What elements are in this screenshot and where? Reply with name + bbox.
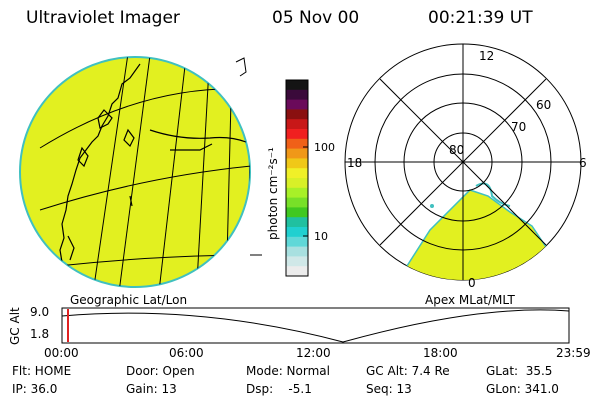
apex-caption: Apex MLat/MLT	[425, 293, 515, 307]
colorbar-tick-10: 10	[314, 230, 328, 243]
polar-lat-80: 80	[449, 143, 465, 157]
colorbar-segment	[286, 129, 308, 140]
geographic-globe	[19, 56, 262, 288]
colorbar-segment	[286, 217, 308, 228]
mlt-label-0: 0	[468, 276, 476, 290]
info-mode: Mode: Normal	[246, 364, 330, 378]
info-door: Door: Open	[126, 364, 195, 378]
instrument-title: Ultraviolet Imager	[26, 8, 180, 28]
polar-lat-60: 60	[536, 98, 552, 112]
colorbar-tick-100: 100	[314, 141, 335, 154]
info-dsp: Dsp: -5.1	[246, 382, 312, 396]
info-glon: GLon: 341.0	[486, 382, 559, 396]
geographic-caption: Geographic Lat/Lon	[70, 293, 188, 307]
timeline-xtick-0000: 00:00	[44, 346, 79, 360]
colorbar-unit: photon cm⁻²s⁻¹	[266, 147, 280, 240]
colorbar-segment	[286, 197, 308, 208]
colorbar-segment	[286, 158, 308, 169]
altitude-timeline	[61, 307, 570, 344]
colorbar-segment	[286, 168, 308, 179]
colorbar-border	[285, 79, 309, 277]
altitude-curve	[61, 309, 570, 343]
timeline-y-label: GC Alt	[8, 307, 22, 345]
colorbar-segment	[286, 187, 308, 199]
date-label: 05 Nov 00	[272, 8, 360, 28]
info-glat: GLat: 35.5	[486, 364, 553, 378]
colorbar-segment	[286, 138, 308, 150]
colorbar	[285, 79, 309, 277]
polar-grid	[345, 44, 581, 280]
mlt-label-18: 18	[347, 156, 363, 170]
info-gain: Gain: 13	[126, 382, 177, 396]
colorbar-segment	[286, 99, 308, 110]
timeline-xtick-2359: 23:59	[556, 346, 591, 360]
info-ip: IP: 36.0	[12, 382, 58, 396]
polar-plot	[344, 43, 582, 281]
colorbar-segment	[286, 266, 308, 277]
mlt-label-6: 6	[579, 156, 587, 170]
colorbar-segment	[286, 148, 308, 159]
colorbar-segment	[286, 109, 308, 120]
timeline-xtick-0600: 06:00	[169, 346, 204, 360]
timeline-xtick-1800: 18:00	[423, 346, 458, 360]
timeline-ytick-9: 9.0	[30, 305, 50, 319]
colorbar-segment	[286, 236, 308, 248]
colorbar-segment	[286, 80, 308, 91]
colorbar-segment	[286, 178, 308, 189]
colorbar-segment	[286, 119, 308, 130]
colorbar-segment	[286, 246, 308, 257]
colorbar-segment	[286, 89, 308, 101]
colorbar-segment	[286, 227, 308, 238]
info-seq: Seq: 13	[366, 382, 412, 396]
mlt-label-12: 12	[479, 49, 495, 63]
info-gc-alt: GC Alt: 7.4 Re	[366, 364, 450, 378]
polar-lat-70: 70	[511, 120, 527, 134]
timeline-xtick-1200: 12:00	[296, 346, 331, 360]
info-flight: Flt: HOME	[12, 364, 72, 378]
time-label: 00:21:39 UT	[428, 8, 533, 28]
colorbar-segment	[286, 207, 308, 218]
timeline-ytick-1.8: 1.8	[30, 327, 50, 341]
colorbar-segment	[286, 256, 308, 267]
